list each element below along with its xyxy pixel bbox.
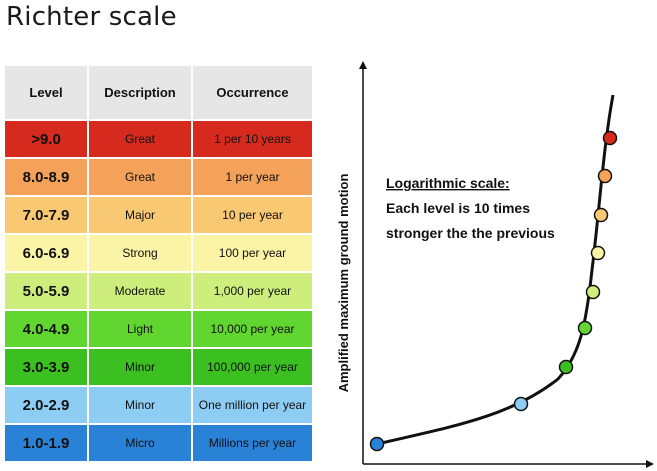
level-cell: >9.0 bbox=[5, 121, 89, 159]
occurrence-cell: 100 per year bbox=[193, 235, 312, 273]
curve-marker bbox=[513, 396, 529, 412]
exponential-curve bbox=[376, 94, 615, 446]
table-row: 4.0-4.9 Light 10,000 per year bbox=[5, 311, 312, 349]
occurrence-cell: 100,000 per year bbox=[193, 349, 312, 387]
annotation-heading: Logarithmic scale: bbox=[386, 175, 510, 191]
description-cell: Great bbox=[89, 159, 193, 197]
table-header-row: Level Description Occurrence bbox=[5, 66, 312, 121]
occurrence-cell: 10,000 per year bbox=[193, 311, 312, 349]
logarithmic-curve-diagram: Amplified maximum ground motion Logarith… bbox=[336, 61, 654, 468]
description-cell: Strong bbox=[89, 235, 193, 273]
occurrence-cell: 1,000 per year bbox=[193, 273, 312, 311]
level-cell: 8.0-8.9 bbox=[5, 159, 89, 197]
table-row: 5.0-5.9 Moderate 1,000 per year bbox=[5, 273, 312, 311]
table-row: 3.0-3.9 Minor 100,000 per year bbox=[5, 349, 312, 387]
occurrence-cell: 1 per year bbox=[193, 159, 312, 197]
description-cell: Major bbox=[89, 197, 193, 235]
curve-marker bbox=[590, 245, 606, 261]
occurrence-cell: 10 per year bbox=[193, 197, 312, 235]
table-row: 1.0-1.9 Micro Millions per year bbox=[5, 425, 312, 463]
header-description: Description bbox=[89, 66, 193, 121]
curve-marker bbox=[577, 320, 593, 336]
curve-marker bbox=[593, 207, 609, 223]
page-title: Richter scale bbox=[6, 2, 177, 32]
header-occurrence: Occurrence bbox=[193, 66, 312, 121]
level-cell: 3.0-3.9 bbox=[5, 349, 89, 387]
annotation-line-2: stronger the the previous bbox=[386, 225, 555, 241]
level-cell: 1.0-1.9 bbox=[5, 425, 89, 463]
curve-marker bbox=[602, 130, 618, 146]
description-cell: Minor bbox=[89, 349, 193, 387]
table-row: 7.0-7.9 Major 10 per year bbox=[5, 197, 312, 235]
curve-marker bbox=[369, 436, 385, 452]
description-cell: Light bbox=[89, 311, 193, 349]
occurrence-cell: 1 per 10 years bbox=[193, 121, 312, 159]
curve-marker bbox=[585, 284, 601, 300]
curve-marker bbox=[597, 168, 613, 184]
description-cell: Minor bbox=[89, 387, 193, 425]
level-cell: 2.0-2.9 bbox=[5, 387, 89, 425]
table-row: >9.0 Great 1 per 10 years bbox=[5, 121, 312, 159]
level-cell: 7.0-7.9 bbox=[5, 197, 89, 235]
curve-markers bbox=[369, 130, 618, 452]
table-row: 6.0-6.9 Strong 100 per year bbox=[5, 235, 312, 273]
level-cell: 6.0-6.9 bbox=[5, 235, 89, 273]
annotation-line-1: Each level is 10 times bbox=[386, 200, 530, 216]
level-cell: 4.0-4.9 bbox=[5, 311, 89, 349]
description-cell: Great bbox=[89, 121, 193, 159]
curve-marker bbox=[558, 359, 574, 375]
occurrence-cell: Millions per year bbox=[193, 425, 312, 463]
description-cell: Moderate bbox=[89, 273, 193, 311]
header-level: Level bbox=[5, 66, 89, 121]
level-cell: 5.0-5.9 bbox=[5, 273, 89, 311]
y-axis-label: Amplified maximum ground motion bbox=[336, 174, 351, 393]
description-cell: Micro bbox=[89, 425, 193, 463]
table-row: 8.0-8.9 Great 1 per year bbox=[5, 159, 312, 197]
occurrence-cell: One million per year bbox=[193, 387, 312, 425]
table-row: 2.0-2.9 Minor One million per year bbox=[5, 387, 312, 425]
richter-table: Level Description Occurrence >9.0 Great … bbox=[5, 66, 312, 463]
